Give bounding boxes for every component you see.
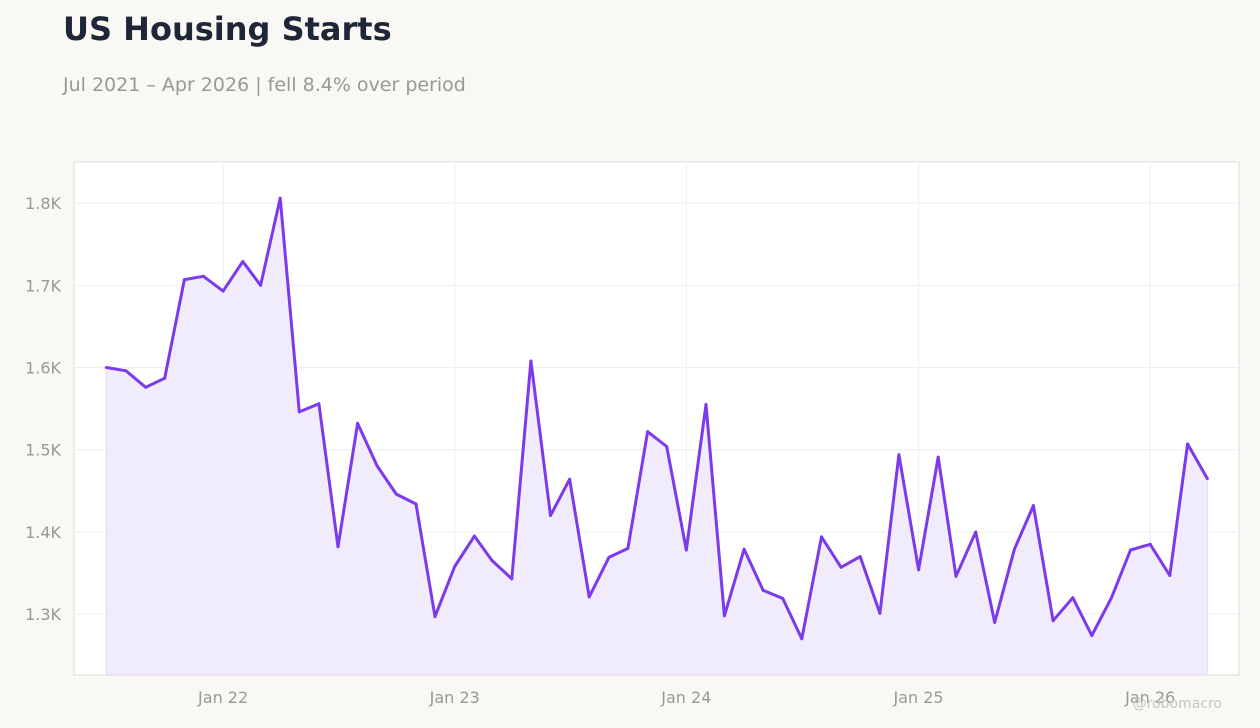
data-point <box>1186 442 1190 446</box>
y-tick-label: 1.6K <box>25 359 61 378</box>
data-point <box>510 577 514 581</box>
chart-subtitle: Jul 2021 – Apr 2026 | fell 8.4% over per… <box>63 74 466 96</box>
data-point <box>742 547 746 551</box>
data-point <box>626 546 630 550</box>
x-tick-label: Jan 25 <box>893 688 944 707</box>
data-point <box>163 376 167 380</box>
chart-title: US Housing Starts <box>63 10 392 48</box>
data-point <box>761 588 765 592</box>
series-line <box>104 196 1209 641</box>
data-point <box>665 445 669 448</box>
data-point <box>182 278 186 282</box>
data-point <box>433 615 437 619</box>
y-tick-label: 1.3K <box>25 605 61 624</box>
data-point <box>820 535 823 539</box>
data-point <box>878 611 882 615</box>
x-tick-label: Jan 24 <box>660 688 711 707</box>
data-point <box>993 620 997 624</box>
data-point <box>936 455 940 459</box>
data-point <box>1148 542 1152 546</box>
data-point <box>356 421 360 425</box>
data-points <box>104 196 1209 641</box>
y-tick-label: 1.4K <box>25 523 61 542</box>
data-point <box>1071 596 1075 600</box>
x-tick-label: Jan 22 <box>197 688 248 707</box>
data-point <box>336 545 340 549</box>
y-tick-label: 1.7K <box>25 276 61 295</box>
data-point <box>278 196 282 200</box>
data-point <box>1031 504 1035 508</box>
data-point <box>1110 596 1113 600</box>
data-point <box>529 359 533 363</box>
data-point <box>800 637 804 641</box>
data-point <box>974 530 978 534</box>
data-point <box>375 464 379 468</box>
data-point <box>858 555 862 559</box>
data-point <box>1168 574 1172 577</box>
data-point <box>144 385 148 389</box>
data-point <box>394 492 398 496</box>
data-point <box>917 568 921 572</box>
data-point <box>549 514 552 517</box>
data-point <box>954 574 958 578</box>
data-point <box>684 548 688 552</box>
data-point <box>241 260 245 263</box>
y-axis: 1.3K 1.4K 1.5K 1.6K 1.7K 1.8K <box>25 194 61 624</box>
data-point <box>414 502 418 506</box>
data-point <box>1090 634 1094 637</box>
data-point <box>587 595 591 599</box>
y-tick-label: 1.5K <box>25 441 61 460</box>
data-point <box>221 289 225 293</box>
data-point <box>297 410 301 414</box>
data-point <box>839 565 843 569</box>
data-point <box>259 283 263 287</box>
x-axis: Jan 22 Jan 23 Jan 24 Jan 25 Jan 26 <box>197 688 1175 707</box>
data-point <box>704 403 708 406</box>
y-tick-label: 1.8K <box>25 194 61 213</box>
data-point <box>472 534 476 538</box>
data-point <box>201 274 205 278</box>
data-point <box>1205 477 1209 480</box>
data-point <box>897 453 901 457</box>
data-point <box>124 369 128 373</box>
data-point <box>453 565 457 568</box>
data-point <box>781 597 785 600</box>
data-point <box>1129 548 1132 552</box>
data-point <box>1051 619 1055 623</box>
data-point <box>722 614 726 618</box>
data-point <box>646 430 650 434</box>
data-point <box>104 366 108 369</box>
data-point <box>607 555 611 559</box>
data-point <box>568 477 572 481</box>
data-point <box>490 559 494 563</box>
data-point <box>317 402 321 406</box>
x-tick-label: Jan 23 <box>429 688 480 707</box>
watermark: @robomacro <box>1132 696 1222 712</box>
x-tick-label: Jan 26 <box>1124 688 1175 707</box>
data-point <box>1012 547 1016 551</box>
